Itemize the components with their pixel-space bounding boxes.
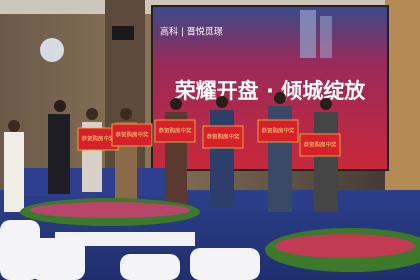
wood-panel — [385, 0, 420, 200]
screen-headline: 荣耀开盘 · 倾城绽放 — [174, 79, 367, 103]
chandelier — [40, 38, 64, 62]
board-text: 恭贺购房中奖 — [261, 127, 295, 135]
board-text: 恭贺购房中奖 — [81, 135, 115, 143]
board-text: 恭贺购房中奖 — [115, 131, 149, 139]
photo: 高科 | 晋悦觅璟 荣耀开盘 · 倾城绽放 恭贺购房中奖恭贺购房中奖恭贺购房中奖… — [0, 0, 420, 280]
speaker — [112, 26, 134, 40]
board-text: 恭贺购房中奖 — [158, 127, 192, 135]
tower-image — [300, 10, 316, 58]
tower-image — [320, 16, 332, 58]
screen-logo: 高科 | 晋悦觅璟 — [160, 26, 223, 38]
board-text: 恭贺购房中奖 — [206, 133, 240, 141]
flowers — [30, 202, 190, 218]
flowers — [275, 234, 415, 258]
board-text: 恭贺购房中奖 — [303, 141, 337, 149]
